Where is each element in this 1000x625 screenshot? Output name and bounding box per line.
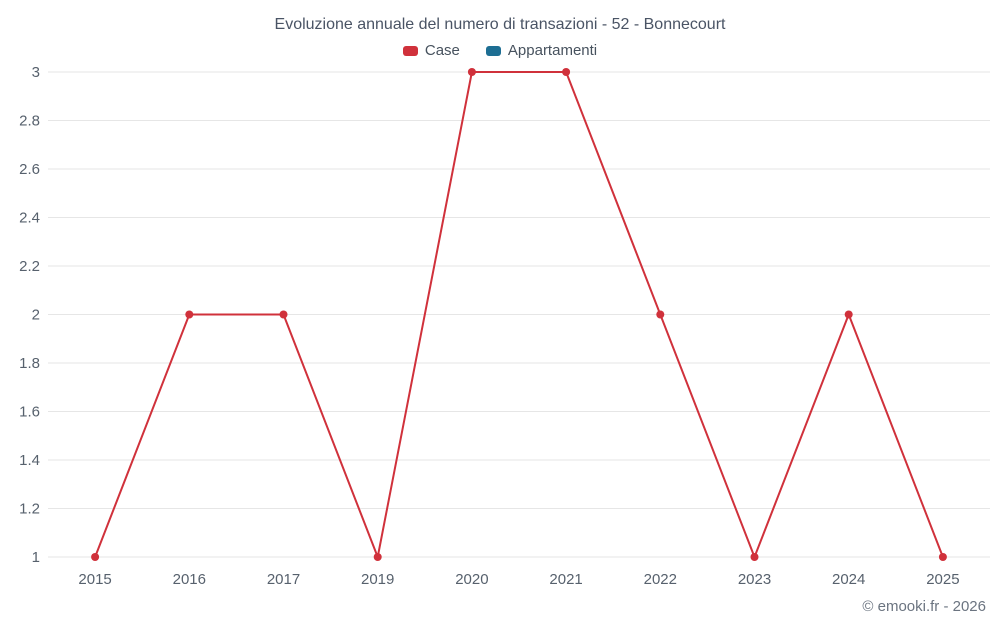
y-tick-label: 1.8 [19, 355, 40, 372]
x-tick-label: 2025 [926, 571, 959, 588]
data-point-marker[interactable] [467, 68, 476, 76]
y-tick-label: 2 [32, 307, 40, 324]
x-tick-label: 2021 [549, 571, 582, 588]
legend-item-appartamenti[interactable]: Appartamenti [485, 42, 598, 59]
chart-legend: Case Appartamenti [0, 42, 1000, 59]
data-point-marker[interactable] [279, 310, 288, 319]
x-tick-label: 2022 [644, 571, 677, 588]
x-tick-label: 2015 [78, 571, 111, 588]
y-tick-label: 1.6 [19, 404, 40, 421]
data-point-marker[interactable] [938, 553, 947, 561]
y-tick-label: 2.6 [19, 161, 40, 178]
chart-title: Evoluzione annuale del numero di transaz… [274, 16, 726, 33]
data-point-marker[interactable] [656, 310, 665, 319]
data-point-marker[interactable] [185, 310, 194, 319]
x-tick-label: 2019 [361, 571, 394, 588]
data-point-marker[interactable] [91, 553, 100, 561]
legend-label-appartamenti: Appartamenti [507, 42, 598, 59]
appartamenti-series-swatch-icon [485, 45, 501, 56]
legend-item-case[interactable]: Case [402, 42, 460, 59]
y-tick-label: 3 [32, 64, 40, 81]
credits-link[interactable]: © emooki.fr - 2026 [862, 598, 986, 615]
y-tick-label: 2.2 [19, 258, 40, 275]
series-line-case [94, 71, 944, 558]
x-tick-label: 2023 [738, 571, 771, 588]
y-tick-label: 1 [32, 549, 40, 566]
x-tick-label: 2016 [173, 571, 206, 588]
data-point-marker[interactable] [750, 553, 759, 561]
y-tick-label: 2.8 [19, 113, 40, 130]
data-point-marker[interactable] [373, 553, 382, 561]
y-tick-label: 1.4 [19, 452, 40, 469]
legend-label-case: Case [424, 42, 460, 59]
y-tick-label: 1.2 [19, 501, 40, 518]
x-tick-label: 2024 [832, 571, 865, 588]
data-point-marker[interactable] [562, 68, 571, 76]
y-tick-label: 2.4 [19, 210, 40, 227]
x-tick-label: 2017 [267, 571, 300, 588]
x-tick-label: 2020 [455, 571, 488, 588]
data-point-marker[interactable] [844, 310, 853, 319]
case-series-swatch-icon [402, 45, 418, 56]
